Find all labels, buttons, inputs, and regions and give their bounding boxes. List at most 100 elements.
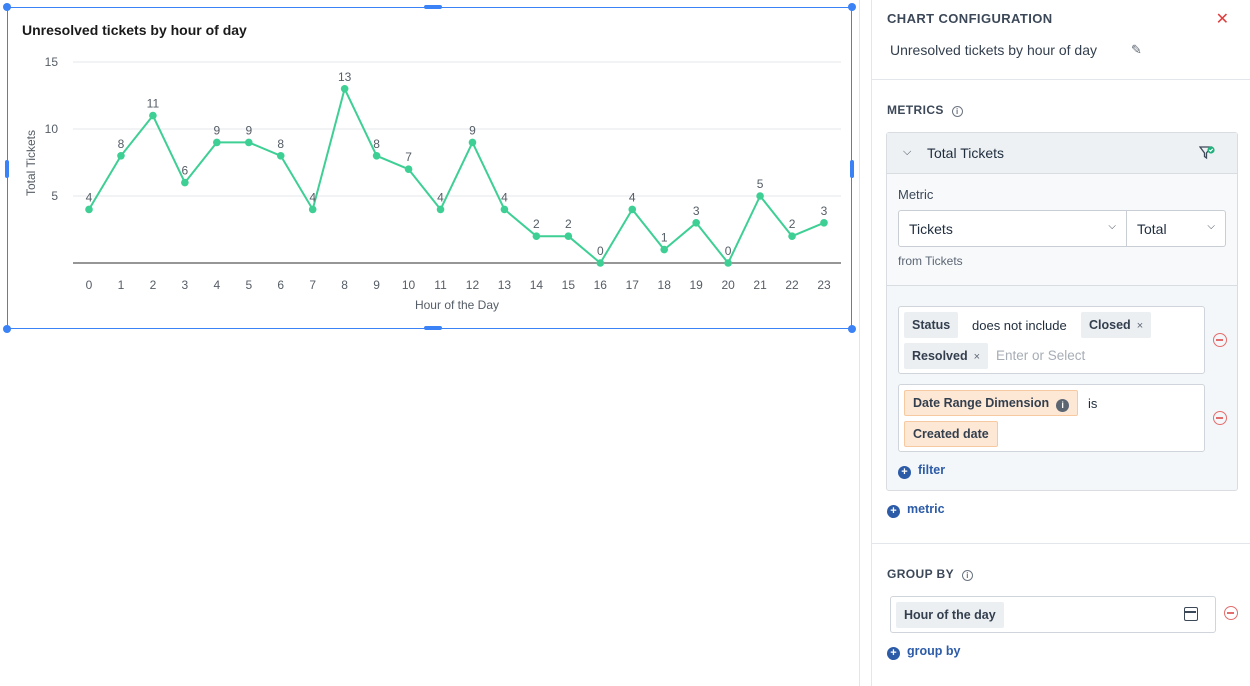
panel-header: CHART CONFIGURATION bbox=[887, 11, 1053, 26]
metric-card: ⌵ Total Tickets Metric Tickets ⌵ Total ⌵… bbox=[886, 132, 1238, 491]
metric-header[interactable]: ⌵ Total Tickets bbox=[887, 133, 1237, 174]
filter-operator[interactable]: is bbox=[1088, 396, 1098, 411]
info-icon[interactable]: i bbox=[962, 570, 973, 581]
resize-handle-right[interactable] bbox=[850, 160, 854, 178]
y-axis-label: Total Tickets bbox=[24, 130, 38, 196]
groupby-chip[interactable]: Hour of the day bbox=[896, 602, 1004, 628]
groupby-field[interactable]: Hour of the day bbox=[890, 596, 1216, 633]
plus-icon: + bbox=[898, 466, 911, 479]
data-point bbox=[244, 138, 253, 147]
remove-filter-icon[interactable] bbox=[1213, 333, 1227, 347]
add-groupby-button[interactable]: + group by bbox=[887, 644, 960, 660]
filter-funnel-icon[interactable] bbox=[1199, 145, 1215, 161]
data-label: 3 bbox=[693, 204, 700, 218]
remove-filter-icon[interactable] bbox=[1213, 411, 1227, 425]
resize-handle-top-right[interactable] bbox=[848, 3, 856, 11]
data-label: 9 bbox=[213, 123, 220, 137]
divider bbox=[872, 79, 1250, 80]
filter-field-chip[interactable]: Status bbox=[904, 312, 959, 338]
pencil-icon[interactable]: ✎ bbox=[1131, 42, 1142, 57]
filter-value-chip[interactable]: Created date bbox=[904, 421, 998, 447]
data-label: 4 bbox=[501, 190, 508, 204]
chart-config-panel: CHART CONFIGURATION ✕ Unresolved tickets… bbox=[871, 0, 1250, 686]
data-point bbox=[276, 152, 285, 160]
data-label: 4 bbox=[309, 190, 316, 204]
groupby-title-text: GROUP BY bbox=[887, 567, 954, 581]
filter-value-label: Closed bbox=[1089, 318, 1131, 332]
x-tick-label: 22 bbox=[785, 278, 799, 292]
chart-title: Unresolved tickets by hour of day bbox=[22, 22, 247, 38]
remove-groupby-icon[interactable] bbox=[1224, 606, 1238, 620]
chart-name-text[interactable]: Unresolved tickets by hour of day bbox=[890, 42, 1097, 58]
x-tick-label: 18 bbox=[658, 278, 672, 292]
x-tick-label: 12 bbox=[466, 278, 480, 292]
data-point bbox=[628, 205, 637, 214]
resize-handle-top-left[interactable] bbox=[3, 3, 11, 11]
add-metric-button[interactable]: + metric bbox=[887, 502, 945, 518]
data-label: 7 bbox=[405, 150, 412, 164]
calendar-icon[interactable] bbox=[1184, 607, 1198, 621]
data-point bbox=[340, 85, 349, 93]
resize-handle-bottom-right[interactable] bbox=[848, 325, 856, 333]
add-filter-button[interactable]: + filter bbox=[898, 463, 945, 479]
x-axis-label: Hour of the Day bbox=[415, 298, 499, 312]
filter-status: Status does not include Closed × Resolved… bbox=[898, 306, 1205, 374]
data-point bbox=[436, 205, 445, 214]
data-label: 11 bbox=[147, 97, 160, 111]
x-tick-label: 23 bbox=[817, 278, 831, 292]
data-point bbox=[820, 219, 828, 227]
data-label: 9 bbox=[469, 123, 476, 137]
data-point bbox=[564, 232, 573, 240]
x-tick-label: 11 bbox=[434, 278, 447, 292]
data-label: 8 bbox=[373, 137, 380, 151]
resize-handle-bottom[interactable] bbox=[424, 326, 442, 330]
filter-value-chip-resolved[interactable]: Resolved × bbox=[904, 343, 989, 369]
filter-operator[interactable]: does not include bbox=[972, 318, 1067, 333]
info-icon[interactable]: i bbox=[1056, 399, 1070, 412]
data-point bbox=[596, 259, 605, 267]
close-icon[interactable]: ✕ bbox=[1215, 11, 1229, 28]
data-label: 6 bbox=[182, 164, 189, 178]
filter-value-chip-closed[interactable]: Closed × bbox=[1081, 312, 1152, 338]
data-point bbox=[308, 205, 317, 214]
data-point bbox=[372, 152, 381, 160]
x-tick-label: 0 bbox=[86, 278, 93, 292]
aggregation-select-value: Total bbox=[1137, 221, 1167, 237]
remove-icon[interactable]: × bbox=[973, 351, 981, 363]
x-tick-label: 10 bbox=[402, 278, 416, 292]
data-point bbox=[788, 232, 796, 240]
info-icon[interactable]: i bbox=[951, 106, 963, 117]
data-label: 2 bbox=[533, 217, 540, 231]
metric-name: Total Tickets bbox=[927, 145, 1005, 161]
data-point bbox=[692, 219, 700, 227]
filter-value-input[interactable]: Enter or Select bbox=[996, 348, 1086, 363]
data-label: 0 bbox=[597, 244, 604, 258]
data-point bbox=[756, 192, 764, 200]
data-label: 1 bbox=[661, 231, 668, 245]
metric-label: Metric bbox=[898, 187, 934, 202]
data-label: 13 bbox=[338, 70, 352, 84]
x-tick-label: 13 bbox=[498, 278, 512, 292]
data-label: 4 bbox=[629, 190, 636, 204]
x-tick-label: 6 bbox=[277, 278, 284, 292]
resize-handle-bottom-left[interactable] bbox=[3, 325, 11, 333]
resize-handle-top[interactable] bbox=[424, 5, 442, 9]
groupby-section-title: GROUP BY i bbox=[887, 567, 973, 581]
chevron-down-icon[interactable]: ⌵ bbox=[903, 146, 912, 158]
data-label: 8 bbox=[277, 137, 284, 151]
filter-date-range: Date Range Dimension i is Created date bbox=[898, 384, 1205, 452]
chart-widget[interactable]: 5 10 15 0 1 2 3 4 5 6 7 8 9 10 11 12 13 14 15 16 17 18 19 20 21 2… bbox=[7, 7, 852, 329]
resize-handle-left[interactable] bbox=[5, 160, 9, 178]
remove-icon[interactable]: × bbox=[1136, 320, 1144, 332]
plus-icon: + bbox=[887, 647, 900, 660]
data-point bbox=[532, 232, 541, 240]
chevron-down-icon: ⌵ bbox=[1207, 221, 1215, 232]
aggregation-select[interactable]: Total ⌵ bbox=[1127, 210, 1226, 247]
x-tick-label: 15 bbox=[562, 278, 576, 292]
metric-select[interactable]: Tickets ⌵ bbox=[898, 210, 1127, 247]
filter-value-label: Resolved bbox=[912, 349, 968, 363]
data-label: 4 bbox=[86, 190, 93, 204]
filter-field-chip[interactable]: Date Range Dimension i bbox=[904, 390, 1079, 416]
x-tick-label: 5 bbox=[245, 278, 252, 292]
x-tick-label: 1 bbox=[118, 278, 125, 292]
